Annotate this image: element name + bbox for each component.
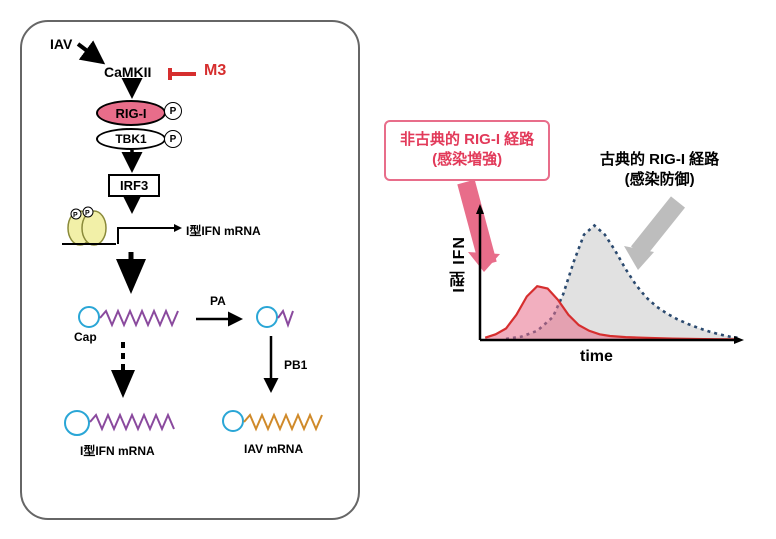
rig-i-text: RIG-I bbox=[115, 106, 146, 121]
cap-circle-3 bbox=[64, 410, 90, 436]
mrna-wave-1 bbox=[100, 310, 190, 328]
noncanonical-line1: 非古典的 RIG-I 経路 bbox=[400, 130, 534, 150]
x-axis-label: time bbox=[580, 348, 613, 366]
classical-line1: 古典的 RIG-I 経路 bbox=[600, 150, 719, 170]
iav-mrna-label: IAV mRNA bbox=[244, 442, 303, 456]
rig-i-node: RIG-I bbox=[96, 100, 166, 126]
cap-label: Cap bbox=[74, 330, 97, 344]
m3-label: M3 bbox=[204, 62, 226, 80]
mrna-wave-iav bbox=[244, 414, 334, 432]
y-axis-label: I型 IFN bbox=[448, 236, 472, 293]
arrow-dashed-down bbox=[114, 342, 134, 402]
noncanonical-line2: (感染増強) bbox=[400, 150, 534, 170]
cap-circle-2 bbox=[256, 306, 278, 328]
tbk1-node: TBK1 bbox=[96, 128, 166, 150]
camkii-label: CaMKII bbox=[104, 64, 151, 80]
cap-circle-4 bbox=[222, 410, 244, 432]
m3-inhibit-line bbox=[166, 66, 202, 82]
arrow-camkii-rigi bbox=[126, 80, 140, 100]
p-text-1: P bbox=[170, 106, 177, 117]
pb1-label: PB1 bbox=[284, 358, 307, 372]
cap-circle-1 bbox=[78, 306, 100, 328]
mrna-stub bbox=[278, 310, 302, 326]
mrna-wave-ifn bbox=[90, 414, 186, 432]
p-badge-tbk1: P bbox=[164, 130, 182, 148]
arrow-pa bbox=[194, 312, 248, 326]
p-badge-rigi: P bbox=[164, 102, 182, 120]
ifn-mrna-bottom-label: I型IFN mRNA bbox=[80, 442, 155, 459]
classical-line2: (感染防御) bbox=[600, 170, 719, 190]
arrow-big-down bbox=[122, 252, 142, 296]
irf3-text: IRF3 bbox=[120, 178, 148, 193]
pathway-panel: IAV CaMKII M3 RIG-I P TBK1 P IRF3 P P bbox=[20, 20, 360, 520]
tbk1-text: TBK1 bbox=[115, 132, 146, 146]
arrow-pb1-down bbox=[264, 336, 280, 398]
pa-label: PA bbox=[210, 294, 226, 308]
irf3-node: IRF3 bbox=[108, 174, 160, 197]
classical-callout: 古典的 RIG-I 経路 (感染防御) bbox=[600, 150, 719, 191]
ifn-chart bbox=[450, 200, 750, 370]
iav-label: IAV bbox=[50, 36, 72, 52]
arrow-tbk1-irf3 bbox=[126, 150, 140, 174]
noncanonical-callout: 非古典的 RIG-I 経路 (感染増強) bbox=[384, 120, 550, 181]
svg-text:P: P bbox=[73, 212, 78, 219]
ifn-mrna-top-label: I型IFN mRNA bbox=[186, 222, 261, 239]
svg-text:P: P bbox=[85, 210, 90, 217]
p-text-2: P bbox=[170, 134, 177, 145]
